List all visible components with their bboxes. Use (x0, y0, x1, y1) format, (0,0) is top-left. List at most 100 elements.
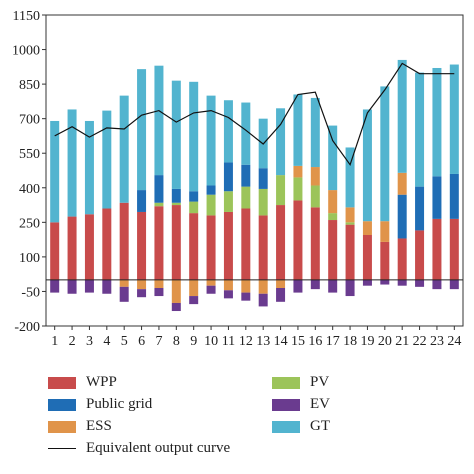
bar-pv-14 (276, 175, 286, 206)
bar-ev-neg-9 (189, 296, 199, 305)
bar-gt-10 (206, 95, 216, 186)
bar-wpp-23 (432, 218, 442, 280)
bar-ev-neg-5 (119, 286, 129, 302)
bar-gt-16 (310, 97, 320, 168)
y-tick-label-1150: 1150 (13, 9, 40, 24)
y-tick-label-400: 400 (19, 182, 40, 197)
plot-area (45, 14, 464, 327)
bar-wpp-20 (380, 241, 390, 280)
bar-public-grid-8 (171, 188, 181, 203)
x-tick-label-18: 18 (343, 334, 357, 349)
bar-gt-15 (293, 94, 303, 166)
legend-item-public-grid: Public grid (48, 396, 152, 413)
bar-wpp-17 (328, 220, 338, 280)
bar-ess-neg-11 (223, 279, 233, 291)
equivalent-output-curve (54, 62, 455, 166)
bar-public-grid-13 (258, 168, 268, 189)
x-tick-label-4: 4 (103, 334, 110, 349)
bar-public-grid-10 (206, 185, 216, 195)
bar-ev-neg-24 (449, 279, 459, 290)
bar-ev-neg-10 (206, 285, 216, 294)
legend-label: ESS (86, 418, 112, 434)
bar-public-grid-6 (137, 190, 147, 212)
legend-swatch (48, 398, 76, 411)
bar-ev-neg-22 (415, 279, 425, 287)
bar-ess-19 (362, 221, 372, 236)
x-tick-label-12: 12 (239, 334, 253, 349)
bar-gt-18 (345, 147, 355, 208)
bar-pv-11 (223, 191, 233, 212)
bar-pv-15 (293, 177, 303, 201)
legend-item-equivalent-output-curve: Equivalent output curve (48, 440, 230, 457)
bar-gt-5 (119, 95, 129, 203)
x-tick-label-2: 2 (69, 334, 76, 349)
x-tick-label-16: 16 (308, 334, 322, 349)
bar-wpp-5 (119, 202, 129, 280)
bar-ess-neg-12 (241, 279, 251, 293)
bar-gt-23 (432, 67, 442, 177)
bar-ev-neg-6 (137, 289, 147, 298)
bar-wpp-14 (276, 205, 286, 280)
bar-ev-neg-7 (154, 287, 164, 297)
bar-public-grid-23 (432, 176, 442, 219)
bar-gt-20 (380, 86, 390, 222)
y-tick-label--200: -200 (14, 320, 40, 335)
x-tick-label-19: 19 (360, 334, 374, 349)
bar-wpp-1 (50, 222, 60, 280)
x-tick-label-22: 22 (413, 334, 427, 349)
bar-gt-22 (415, 72, 425, 187)
x-tick-label-8: 8 (173, 334, 180, 349)
bar-ev-neg-18 (345, 279, 355, 297)
bar-gt-11 (223, 100, 233, 163)
bar-gt-24 (449, 64, 459, 174)
bar-wpp-24 (449, 218, 459, 280)
bar-ev-neg-14 (276, 287, 286, 302)
y-tick-label-550: 550 (19, 147, 40, 162)
bar-gt-6 (137, 69, 147, 191)
x-tick-label-6: 6 (138, 334, 145, 349)
legend-item-pv: PV (272, 374, 329, 391)
legend-swatch (48, 448, 76, 449)
bar-ev-neg-20 (380, 279, 390, 285)
y-tick-label-1000: 1000 (12, 44, 40, 59)
bar-ev-neg-15 (293, 279, 303, 293)
bar-ess-16 (310, 167, 320, 186)
bar-ev-neg-19 (362, 279, 372, 286)
bar-ess-neg-9 (189, 279, 199, 297)
x-tick-label-3: 3 (86, 334, 93, 349)
bar-public-grid-12 (241, 164, 251, 187)
x-tick-label-1: 1 (51, 334, 58, 349)
legend-label: GT (310, 418, 330, 434)
bar-pv-7 (154, 202, 164, 207)
bar-wpp-8 (171, 205, 181, 280)
bar-pv-9 (189, 201, 199, 214)
bar-wpp-13 (258, 215, 268, 280)
bar-public-grid-9 (189, 191, 199, 202)
curve-line (54, 62, 455, 166)
x-tick-label-14: 14 (274, 334, 288, 349)
bar-wpp-19 (362, 235, 372, 280)
legend-label: WPP (86, 374, 117, 390)
bar-gt-1 (50, 120, 60, 223)
x-tick-label-7: 7 (155, 334, 162, 349)
bar-gt-12 (241, 102, 251, 165)
bar-ev-neg-2 (67, 279, 77, 294)
bar-ev-neg-13 (258, 293, 268, 307)
bar-gt-3 (84, 120, 94, 215)
bar-pv-16 (310, 185, 320, 208)
bar-ess-17 (328, 190, 338, 214)
bar-wpp-9 (189, 213, 199, 280)
bar-pv-10 (206, 194, 216, 216)
y-tick-label-250: 250 (19, 216, 40, 231)
bar-ev-neg-1 (50, 279, 60, 293)
legend-item-ev: EV (272, 396, 330, 413)
x-tick-label-15: 15 (291, 334, 305, 349)
x-tick-label-17: 17 (326, 334, 340, 349)
bar-public-grid-21 (397, 194, 407, 239)
bar-ess-18 (345, 207, 355, 223)
y-tick-label--50: -50 (21, 285, 40, 300)
x-tick-label-11: 11 (222, 334, 235, 349)
bar-wpp-15 (293, 200, 303, 280)
